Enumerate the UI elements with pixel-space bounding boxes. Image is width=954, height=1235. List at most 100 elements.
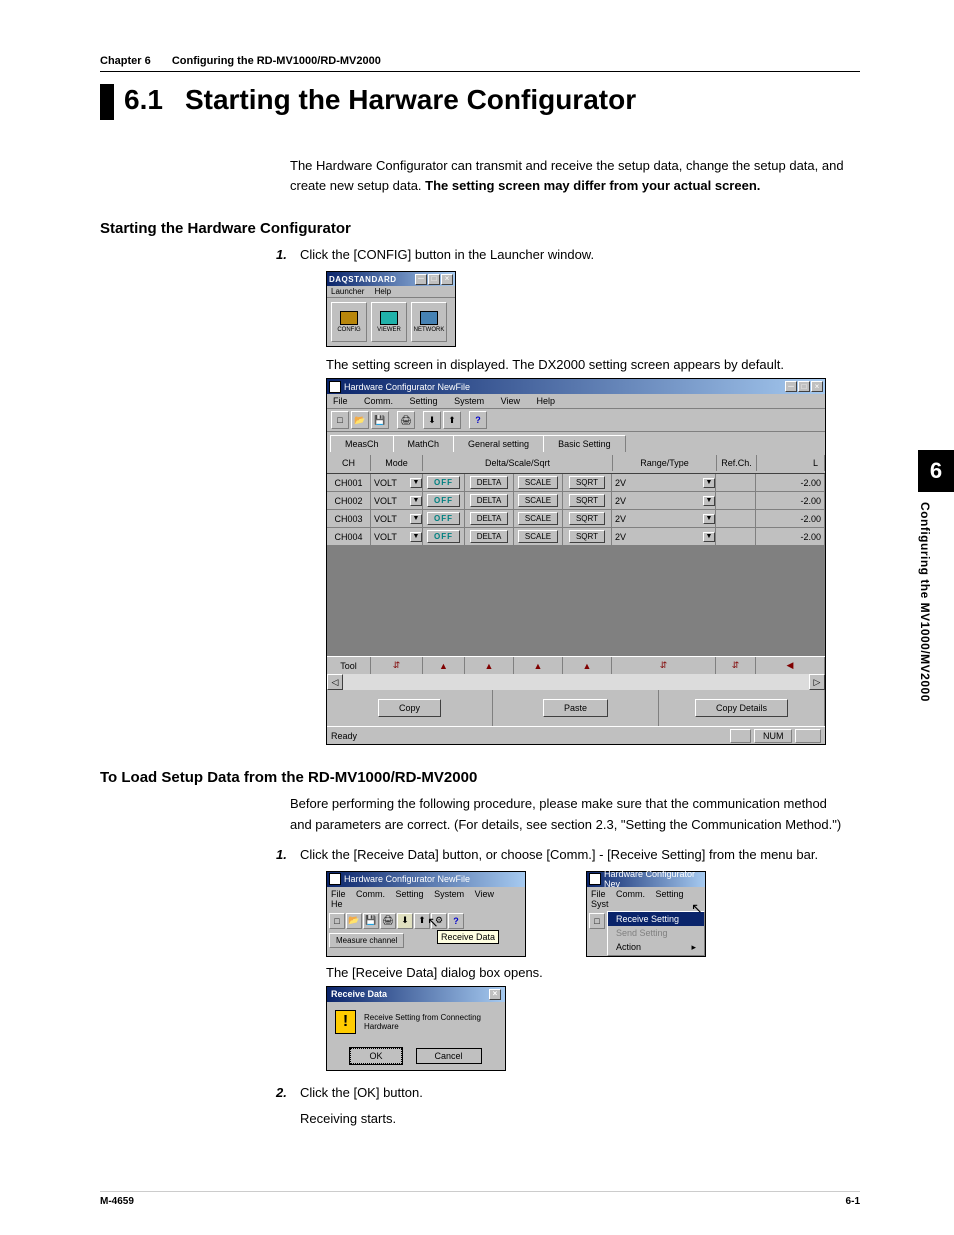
scroll-track[interactable] [343,674,809,690]
tab-measure[interactable]: Measure channel [329,933,404,948]
cell-sqrt[interactable]: SQRT [563,528,612,545]
new-icon[interactable]: □ [331,411,349,429]
close-icon[interactable]: × [811,381,823,392]
m-file[interactable]: File [331,889,346,899]
cell-delta[interactable]: DELTA [465,510,514,527]
new-icon[interactable]: □ [329,913,345,929]
cell-mode[interactable]: VOLT▼ [371,474,423,491]
menu-help[interactable]: Help [375,287,391,296]
scroll-left-icon[interactable]: ◁ [327,674,343,690]
close-icon[interactable]: × [489,989,501,1000]
cell-scale[interactable]: SCALE [514,528,563,545]
maximize-icon[interactable]: □ [798,381,810,392]
m-comm[interactable]: Comm. [356,889,385,899]
help-icon[interactable]: ? [469,411,487,429]
tool-delta[interactable]: ▲ [465,657,514,674]
m-he[interactable]: He [331,899,343,909]
tab-basic[interactable]: Basic Setting [543,435,626,452]
receive-data-icon[interactable]: ⬇ [397,913,413,929]
cell-off[interactable]: OFF [423,474,465,491]
viewer-button[interactable]: VIEWER [371,302,407,342]
m-comm[interactable]: Comm. [616,889,645,899]
cell-rangetype[interactable]: 2V▼ [612,528,716,545]
receive-icon[interactable]: ⬇ [423,411,441,429]
cell-scale[interactable]: SCALE [514,474,563,491]
network-button[interactable]: NETWORK [411,302,447,342]
m-setting[interactable]: Setting [656,889,684,899]
menu-comm[interactable]: Comm. [364,396,393,406]
tool-sqrt[interactable]: ▲ [563,657,612,674]
cell-mode[interactable]: VOLT▼ [371,492,423,509]
config-button[interactable]: CONFIG [331,302,367,342]
menu-system[interactable]: System [454,396,484,406]
tab-mathch[interactable]: MathCh [393,435,455,452]
menu-setting[interactable]: Setting [410,396,438,406]
tab-measch[interactable]: MeasCh [330,435,394,452]
m-system[interactable]: System [434,889,464,899]
cell-off[interactable]: OFF [423,492,465,509]
tool-scale[interactable]: ▲ [514,657,563,674]
cell-mode[interactable]: VOLT▼ [371,510,423,527]
chevron-down-icon[interactable]: ▼ [703,478,715,488]
m-syst[interactable]: Syst [591,899,609,909]
cell-mode[interactable]: VOLT▼ [371,528,423,545]
menu-action[interactable]: Action▸ [608,940,704,955]
cell-scale[interactable]: SCALE [514,492,563,509]
cell-sqrt[interactable]: SQRT [563,474,612,491]
minimize-icon[interactable]: － [785,381,797,392]
tab-general[interactable]: General setting [453,435,544,452]
print-icon[interactable]: 🖨 [380,913,396,929]
tool-mode[interactable]: ⇵ [371,657,423,674]
print-icon[interactable]: 🖨 [397,411,415,429]
ok-button[interactable]: OK [350,1048,401,1064]
chevron-down-icon[interactable]: ▼ [410,532,422,542]
chevron-down-icon[interactable]: ▼ [410,496,422,506]
m-file[interactable]: File [591,889,606,899]
cell-delta[interactable]: DELTA [465,474,514,491]
open-icon[interactable]: 📂 [351,411,369,429]
new-icon[interactable]: □ [589,913,605,929]
cell-rangetype[interactable]: 2V▼ [612,510,716,527]
open-icon[interactable]: 📂 [346,913,362,929]
save-icon[interactable]: 💾 [363,913,379,929]
chevron-down-icon[interactable]: ▼ [410,478,422,488]
menu-help[interactable]: Help [537,396,556,406]
minimize-icon[interactable]: － [415,274,427,285]
cell-delta[interactable]: DELTA [465,492,514,509]
cell-scale[interactable]: SCALE [514,510,563,527]
menu-launcher[interactable]: Launcher [331,287,364,296]
send-icon[interactable]: ⬆ [443,411,461,429]
tool-off[interactable]: ▲ [423,657,465,674]
chevron-down-icon[interactable]: ▼ [410,514,422,524]
menu-file[interactable]: File [333,396,348,406]
button-row: Copy Paste Copy Details [327,690,825,726]
save-icon[interactable]: 💾 [371,411,389,429]
menu-view[interactable]: View [501,396,520,406]
copy-details-button[interactable]: Copy Details [695,699,788,717]
scroll-right-icon[interactable]: ▷ [809,674,825,690]
maximize-icon[interactable]: □ [428,274,440,285]
m-view[interactable]: View [475,889,494,899]
paste-button[interactable]: Paste [543,699,608,717]
cancel-button[interactable]: Cancel [416,1048,482,1064]
chevron-down-icon[interactable]: ▼ [703,532,715,542]
chevron-down-icon[interactable]: ▼ [703,514,715,524]
close-icon[interactable]: × [441,274,453,285]
menu-send-setting[interactable]: Send Setting [608,926,704,940]
tool-ref[interactable]: ⇵ [716,657,756,674]
cell-off[interactable]: OFF [423,528,465,545]
menu-receive-setting[interactable]: Receive Setting [608,912,704,926]
h-scrollbar[interactable]: ◁ ▷ [327,674,825,690]
cell-sqrt[interactable]: SQRT [563,510,612,527]
help-icon[interactable]: ? [448,913,464,929]
m-setting[interactable]: Setting [396,889,424,899]
cell-sqrt[interactable]: SQRT [563,492,612,509]
cell-rangetype[interactable]: 2V▼ [612,474,716,491]
tool-rt[interactable]: ⇵ [612,657,716,674]
copy-button[interactable]: Copy [378,699,441,717]
tool-l[interactable]: ◀ [756,657,825,674]
cell-off[interactable]: OFF [423,510,465,527]
cell-delta[interactable]: DELTA [465,528,514,545]
chevron-down-icon[interactable]: ▼ [703,496,715,506]
cell-rangetype[interactable]: 2V▼ [612,492,716,509]
